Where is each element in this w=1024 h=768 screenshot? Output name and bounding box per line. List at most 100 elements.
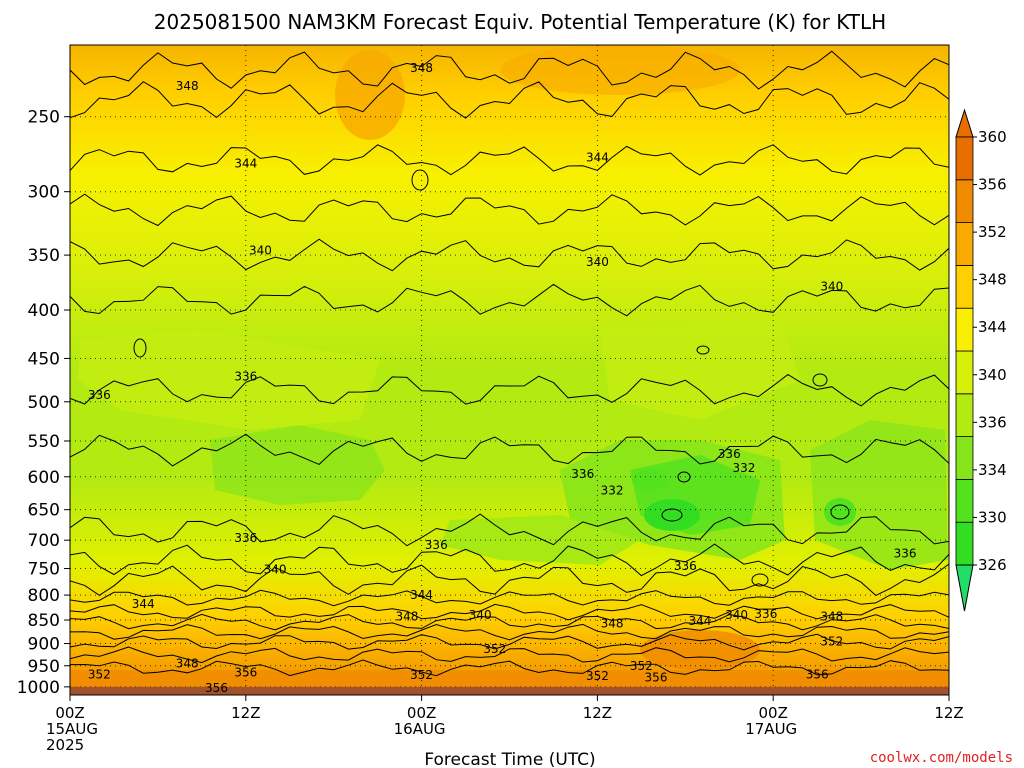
y-tick-label: 650 <box>28 501 60 521</box>
contour-label: 352 <box>630 659 653 673</box>
x-tick-label: 00Z <box>55 704 84 722</box>
colorbar-segment <box>955 521 974 566</box>
contour-line <box>70 238 949 272</box>
contour-line <box>70 543 949 577</box>
contour-line <box>70 589 949 607</box>
field-region <box>644 499 700 531</box>
colorbar-segment <box>955 264 974 309</box>
y-tick-label: 950 <box>28 657 60 677</box>
contour-line <box>812 373 828 387</box>
contour-line <box>70 433 949 467</box>
colorbar-segment <box>955 393 974 437</box>
y-tick-label: 700 <box>28 531 60 551</box>
colorbar-label: 336 <box>978 413 1007 431</box>
contour-label: 344 <box>410 588 433 602</box>
contour-label: 336 <box>718 447 741 461</box>
contour-label: 352 <box>483 642 506 656</box>
contour-line <box>70 623 949 641</box>
contour-label: 344 <box>586 150 609 164</box>
colorbar-label: 340 <box>978 366 1007 384</box>
y-tick-label: 900 <box>28 635 60 655</box>
colorbar-label: 344 <box>978 318 1007 336</box>
contour-label: 336 <box>674 559 697 573</box>
contour-label: 340 <box>586 255 609 269</box>
contour-label: 340 <box>469 608 492 622</box>
contour-line <box>696 345 710 355</box>
contour-label: 332 <box>732 461 755 475</box>
contour-line <box>751 573 769 587</box>
contour-label: 348 <box>601 616 624 630</box>
x-tick-label: 16AUG <box>394 720 446 738</box>
contour-line <box>70 50 949 90</box>
colorbar-arrow-top <box>955 108 974 138</box>
colorbar-segment <box>955 436 974 480</box>
contour-label: 340 <box>820 280 843 294</box>
y-tick-label: 350 <box>28 246 60 266</box>
x-tick-label: 2025 <box>46 736 84 754</box>
contour-line <box>70 613 949 631</box>
contour-label: 352 <box>586 669 609 683</box>
contour-label: 332 <box>601 483 624 497</box>
field-region <box>70 670 949 687</box>
contour-label: 344 <box>234 156 257 170</box>
contour-line <box>70 144 949 176</box>
contour-label: 336 <box>894 546 917 560</box>
contour-line <box>70 603 949 621</box>
contour-label: 348 <box>410 61 433 75</box>
contour-label: 344 <box>132 597 155 611</box>
colorbar-segment <box>955 307 974 352</box>
contour-line <box>661 508 683 522</box>
contour-line <box>70 373 949 407</box>
contour-line <box>70 659 949 677</box>
y-tick-label: 300 <box>28 183 60 203</box>
y-tick-label: 750 <box>28 560 60 580</box>
contour-line <box>411 169 429 191</box>
contour-label: 336 <box>754 607 777 621</box>
colorbar-label: 326 <box>978 556 1007 574</box>
y-tick-label: 850 <box>28 611 60 631</box>
contour-line <box>70 81 949 119</box>
colorbar-label: 348 <box>978 271 1007 289</box>
contour-label: 356 <box>205 681 228 695</box>
contour-line <box>133 338 147 358</box>
contour-line <box>70 193 949 227</box>
contour-label: 340 <box>725 608 748 622</box>
contour-label: 356 <box>234 666 257 680</box>
field-region <box>500 45 740 95</box>
contour-line <box>70 513 949 547</box>
x-tick-label: 00Z <box>407 704 436 722</box>
y-tick-label: 600 <box>28 468 60 488</box>
contour-label: 336 <box>571 467 594 481</box>
credit-text: coolwx.com/models <box>870 750 1013 766</box>
x-tick-label: 15AUG <box>46 720 98 738</box>
contour-line <box>70 563 949 596</box>
x-tick-label: 12Z <box>583 704 612 722</box>
field-region <box>632 469 668 491</box>
contour-line <box>830 504 850 520</box>
chart-title: 2025081500 NAM3KM Forecast Equiv. Potent… <box>154 10 886 34</box>
contour-label: 336 <box>425 538 448 552</box>
contour-label: 352 <box>820 635 843 649</box>
contour-label: 344 <box>688 614 711 628</box>
contour-label: 352 <box>88 667 111 681</box>
y-tick-label: 1000 <box>17 678 60 698</box>
colorbar-label: 356 <box>978 176 1007 194</box>
contour-label: 340 <box>264 563 287 577</box>
x-tick-label: 00Z <box>759 704 788 722</box>
contour-label: 348 <box>176 657 199 671</box>
colorbar-segment <box>955 222 974 266</box>
contour-label: 336 <box>234 369 257 383</box>
contour-label: 356 <box>806 667 829 681</box>
y-tick-label: 400 <box>28 301 60 321</box>
contour-line <box>70 633 949 651</box>
x-tick-label: 12Z <box>934 704 963 722</box>
contour-label: 340 <box>249 243 272 257</box>
field-region <box>824 498 856 526</box>
y-tick-label: 800 <box>28 586 60 606</box>
colorbar-label: 352 <box>978 223 1007 241</box>
colorbar-label: 330 <box>978 508 1007 526</box>
contour-label: 356 <box>645 671 668 685</box>
contour-label: 348 <box>176 79 199 93</box>
